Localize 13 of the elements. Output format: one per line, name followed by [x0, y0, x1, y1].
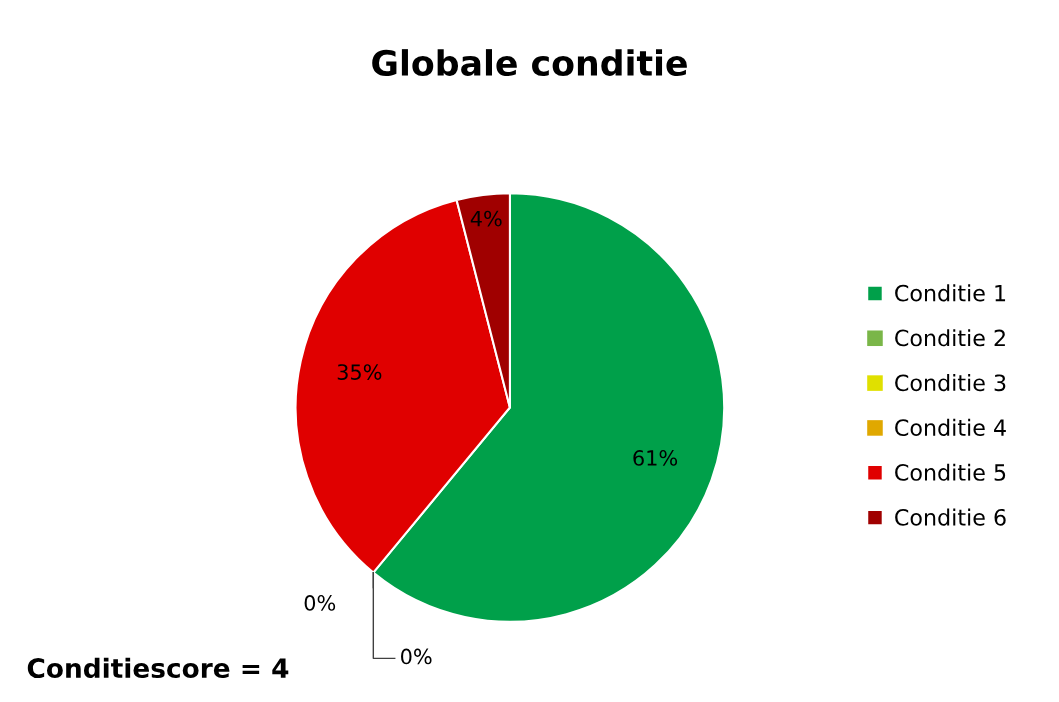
legend-label: Conditie 4 — [895, 418, 1006, 437]
data-label: 4% — [470, 210, 502, 227]
legend-label: Conditie 2 — [895, 329, 1005, 347]
data-label: 61% — [633, 450, 678, 466]
text: 0% — [304, 595, 336, 611]
legend-label: Conditie 1 — [895, 284, 1006, 302]
text: 0% — [401, 648, 432, 665]
data-label: 35% — [337, 364, 382, 380]
text: Conditiescore = 4 — [27, 657, 289, 679]
chart-title: Globale conditie — [372, 49, 687, 77]
legend-label: Conditie 6 — [895, 508, 1006, 526]
legend-label: Conditie 3 — [895, 373, 1006, 392]
legend-label: Conditie 5 — [895, 463, 1006, 481]
